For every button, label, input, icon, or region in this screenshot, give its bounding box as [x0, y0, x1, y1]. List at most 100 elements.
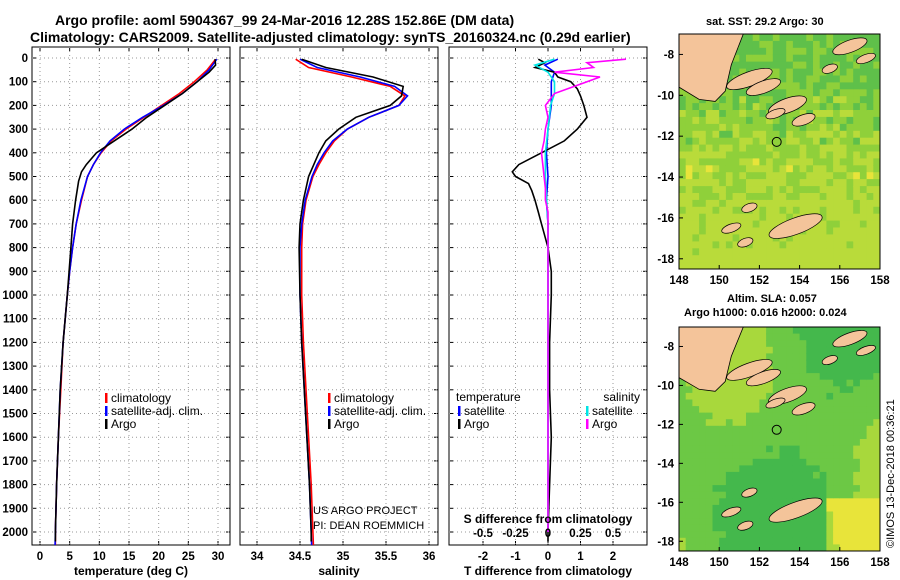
- map-cell: [739, 123, 747, 132]
- map-cell: [846, 54, 854, 63]
- map-cell: [705, 399, 714, 407]
- map-cell: [685, 179, 693, 187]
- map-cell: [739, 386, 747, 394]
- map-cell: [746, 103, 754, 111]
- map-cell: [846, 110, 854, 118]
- map-cell: [833, 439, 841, 447]
- map-cell: [819, 465, 827, 473]
- map-cell: [792, 327, 801, 335]
- map-cell: [766, 425, 774, 433]
- map-cell: [772, 458, 781, 466]
- map-cell: [839, 485, 848, 493]
- map-cell: [866, 412, 874, 420]
- map-cell: [853, 412, 861, 420]
- map-cell: [699, 498, 707, 506]
- map-cell: [833, 158, 841, 166]
- map-cell: [772, 531, 781, 539]
- map-cell: [752, 234, 760, 242]
- map-cell: [806, 255, 814, 263]
- map-cell: [806, 151, 814, 159]
- x-tick-label: 1: [577, 551, 584, 563]
- map-cell: [873, 103, 880, 111]
- map-cell: [826, 179, 834, 187]
- map-cell: [826, 471, 834, 480]
- map-cell: [746, 504, 754, 513]
- map-cell: [799, 199, 807, 208]
- map-cell: [772, 327, 781, 335]
- map-cell: [779, 116, 787, 125]
- map-cell: [699, 478, 707, 486]
- map-cell: [833, 485, 841, 493]
- s-tick-label: 0.25: [569, 528, 592, 540]
- map-cell: [819, 179, 827, 187]
- map-cell: [766, 227, 774, 235]
- map-cell: [759, 406, 767, 414]
- map-cell: [685, 524, 693, 532]
- map-cell: [853, 485, 861, 493]
- map-cell: [846, 255, 854, 263]
- map-cell: [813, 158, 821, 166]
- map-cell: [752, 158, 760, 166]
- map-cell: [772, 241, 781, 249]
- map-cell: [739, 471, 747, 480]
- map-cell: [679, 524, 687, 532]
- map-cell: [859, 158, 868, 166]
- map-cell: [853, 47, 861, 56]
- map-cell: [725, 458, 734, 466]
- map-cell: [866, 544, 874, 551]
- map-cell: [705, 130, 714, 139]
- map-cell: [692, 491, 700, 499]
- legend-label: Argo: [464, 417, 490, 431]
- map-cell: [813, 399, 821, 407]
- map-cell: [826, 116, 834, 125]
- map-cell: [732, 544, 740, 551]
- map-cell: [792, 346, 801, 354]
- map-cell: [692, 123, 700, 132]
- map-cell: [813, 425, 821, 433]
- map-cell: [752, 54, 760, 63]
- map-cell: [859, 68, 868, 77]
- legend-marker: [586, 419, 589, 429]
- map-cell: [766, 524, 774, 532]
- map-cell: [833, 465, 841, 473]
- map-cell: [685, 130, 693, 139]
- map-cell: [705, 419, 714, 427]
- map-cell: [859, 227, 868, 235]
- map-cell: [806, 234, 814, 242]
- x-tick-label: 5: [66, 551, 73, 563]
- map-cell: [813, 179, 821, 187]
- map-cell: [853, 425, 861, 433]
- map-cell: [739, 68, 747, 77]
- map-cell: [826, 172, 834, 180]
- map-cell: [819, 373, 827, 381]
- map-cell: [772, 255, 781, 263]
- map-cell: [846, 172, 854, 180]
- map-cell: [806, 471, 814, 480]
- map-cell: [839, 220, 848, 229]
- map-cell: [813, 491, 821, 499]
- map-cell: [799, 412, 807, 420]
- map-cell: [873, 179, 880, 187]
- map-cell: [752, 47, 760, 56]
- map-cell: [786, 458, 794, 466]
- map-cell: [732, 130, 740, 139]
- map-cell: [772, 504, 781, 513]
- map-cell: [685, 412, 693, 420]
- map-cell: [679, 116, 687, 125]
- map-cell: [813, 116, 821, 125]
- map-cell: [826, 498, 834, 506]
- map-cell: [846, 498, 854, 506]
- map-cell: [732, 386, 740, 394]
- map-cell: [712, 103, 720, 111]
- map-cell: [705, 206, 714, 215]
- map-cell: [806, 186, 814, 194]
- map-cell: [799, 465, 807, 473]
- map-cell: [705, 445, 714, 453]
- map-cell: [859, 220, 868, 229]
- map-cell: [833, 199, 841, 208]
- map-cell: [859, 353, 868, 361]
- map-cell: [846, 137, 854, 146]
- map-cell: [833, 366, 841, 374]
- map-cell: [846, 478, 854, 486]
